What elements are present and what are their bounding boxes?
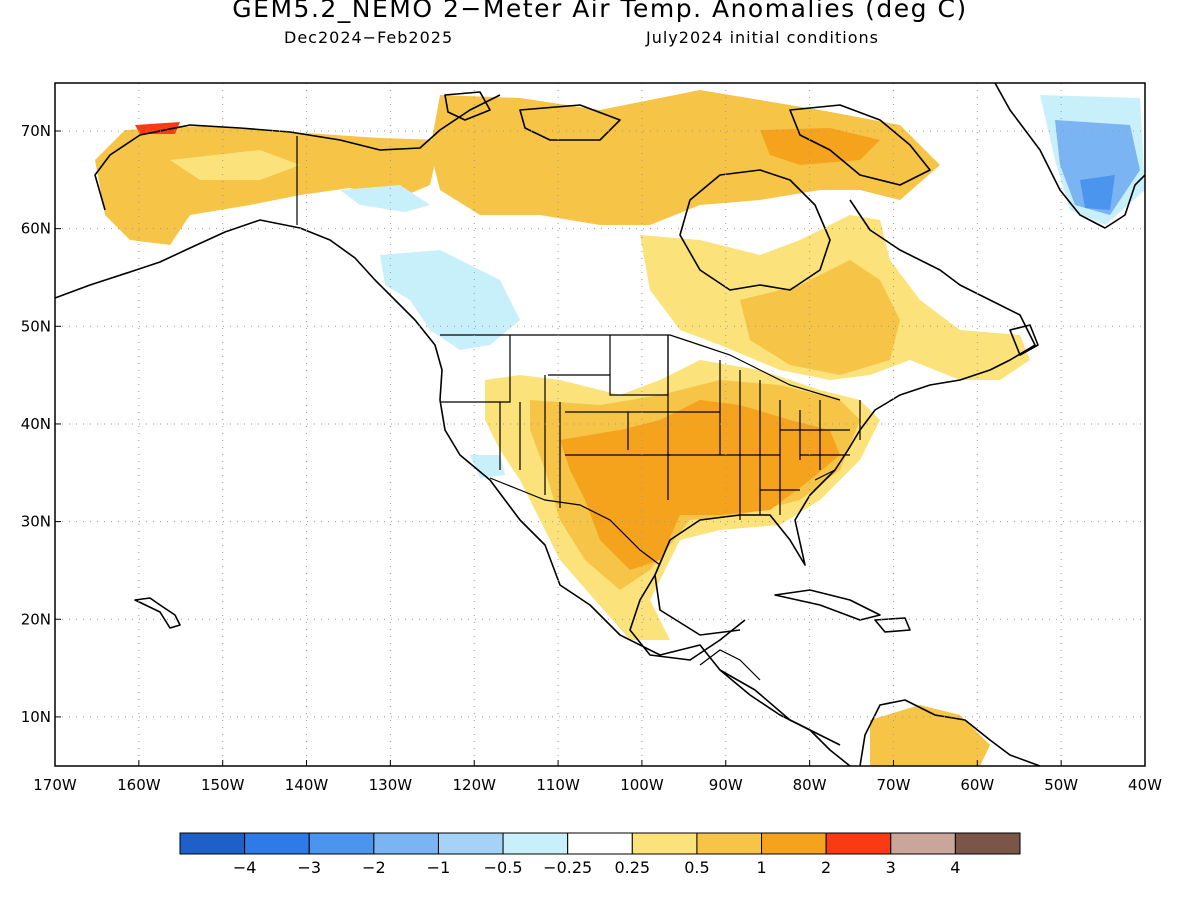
colorbar-label: 0.25	[614, 858, 650, 877]
colorbar-label: −0.25	[543, 858, 592, 877]
lat-tick-label: 30N	[21, 513, 51, 531]
lon-tick-label: 160W	[117, 776, 161, 794]
colorbar-label: 4	[950, 858, 960, 877]
lon-tick-label: 60W	[960, 776, 994, 794]
colorbar-swatch	[631, 832, 698, 855]
coastline-central-america	[719, 669, 851, 767]
colorbar-swatch	[179, 832, 246, 855]
colorbar-swatch	[954, 832, 1021, 855]
colorbar-label: 3	[886, 858, 896, 877]
lat-tick-label: 60N	[21, 220, 51, 238]
lon-tick-label: 90W	[709, 776, 743, 794]
colorbar-label: −0.5	[484, 858, 523, 877]
longitude-axis: 170W 160W 150W 140W 130W 120W 110W 100W 90W 80W 70…	[33, 760, 1162, 794]
map-title: GEM5.2_NEMO 2−Meter Air Temp. Anomalies …	[232, 0, 968, 23]
colorbar-swatch	[825, 832, 892, 855]
border-us-canada	[440, 334, 841, 401]
state-lines-central	[667, 335, 861, 520]
anomaly-shading	[95, 90, 1145, 766]
coastline-hispaniola	[874, 617, 911, 633]
map-frame	[54, 82, 1146, 767]
anomaly-region-sw-cool	[470, 455, 505, 478]
lon-tick-label: 120W	[452, 776, 496, 794]
colorbar-label: −2	[362, 858, 386, 877]
lat-tick-label: 40N	[21, 415, 51, 433]
coastline-north-alaska	[94, 94, 501, 211]
coastline-greenland	[994, 82, 1146, 229]
lon-tick-label: 50W	[1044, 776, 1078, 794]
coastline-banks-island	[444, 91, 491, 121]
coastline-gulf	[629, 574, 746, 661]
lon-tick-label: 150W	[201, 776, 245, 794]
colorbar-swatch	[890, 832, 956, 855]
coastline-cuba	[774, 589, 881, 621]
colorbar-swatch	[567, 832, 633, 855]
forecast-period: Dec2024−Feb2025	[284, 28, 454, 47]
colorbar-label: −1	[427, 858, 451, 877]
lon-tick-label: 40W	[1128, 776, 1162, 794]
colorbar-label: −4	[233, 858, 257, 877]
lat-tick-label: 10N	[21, 708, 51, 726]
colorbar-label: −3	[297, 858, 321, 877]
lon-tick-label: 140W	[285, 776, 329, 794]
lon-tick-label: 130W	[369, 776, 413, 794]
border-mexico-guatemala	[699, 649, 761, 681]
colorbar-swatch	[244, 832, 310, 855]
coastline-hudson-bay	[679, 169, 831, 291]
anomaly-region-south-america	[870, 705, 990, 766]
lat-tick-label: 70N	[21, 122, 51, 140]
colorbar-label: 2	[821, 858, 831, 877]
colorbar-swatch	[696, 832, 763, 855]
colorbar-swatch	[308, 832, 375, 855]
lon-tick-label: 170W	[33, 776, 77, 794]
colorbar-swatch	[761, 832, 827, 855]
anomaly-region-greenland-colder	[1080, 175, 1115, 210]
anomaly-region-arctic	[430, 90, 940, 225]
colorbar: −4 −3 −2 −1 −0.5 −0.25 0.25 0.5 1 2 3 4	[179, 832, 1021, 877]
lon-tick-label: 70W	[877, 776, 911, 794]
anomaly-region-us-hot	[560, 400, 840, 570]
coastline-newfoundland	[1009, 324, 1039, 356]
anomaly-region-eastern-canada-warm	[740, 260, 900, 375]
border-us-mexico	[489, 477, 661, 566]
coastline-hawaii	[134, 597, 181, 629]
colorbar-label: 1	[756, 858, 766, 877]
lat-tick-label: 50N	[21, 317, 51, 335]
political-boundaries	[296, 136, 861, 681]
coastline-victoria-island	[519, 104, 621, 141]
anomaly-region-alaska-light	[170, 150, 300, 180]
lon-tick-label: 110W	[536, 776, 580, 794]
coastline-baffin	[789, 104, 931, 186]
anomaly-region-yukon-cool	[340, 185, 430, 212]
state-lines-east	[760, 429, 850, 491]
colorbar-swatch	[373, 832, 439, 855]
latitude-axis: 70N 60N 50N 40N 30N 20N 10N	[21, 122, 61, 726]
lon-tick-label: 100W	[620, 776, 664, 794]
initial-conditions: July2024 initial conditions	[646, 28, 879, 47]
colorbar-label: 0.5	[684, 858, 709, 877]
anomaly-region-arctic-hot	[760, 128, 880, 165]
anomaly-region-alaska	[95, 126, 440, 245]
anomaly-region-pacific-cool	[380, 250, 520, 350]
coastline-alaska	[54, 219, 841, 746]
state-lines-west	[440, 335, 670, 508]
colorbar-swatch	[437, 832, 504, 855]
lon-tick-label: 80W	[793, 776, 827, 794]
coastline-south-america	[859, 699, 1041, 767]
anomaly-region-greenland-cold	[1055, 120, 1140, 215]
lat-tick-label: 20N	[21, 610, 51, 628]
colorbar-swatch	[502, 832, 569, 855]
